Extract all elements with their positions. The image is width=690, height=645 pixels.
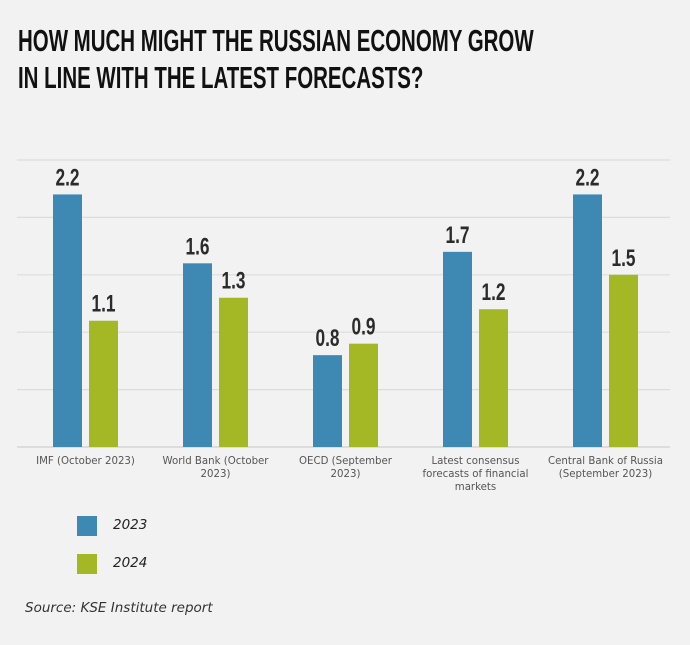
bar-2024-1 — [89, 320, 118, 447]
data-label-2024-4: 1.2 — [481, 280, 505, 306]
bar-2023-3 — [313, 355, 342, 447]
data-label-2024-5: 1.5 — [611, 245, 635, 271]
data-label-2024-2: 1.3 — [221, 268, 245, 294]
data-labels: 2.2 1.1 1.6 1.3 0.8 0.9 1.7 1.2 2.2 1.5 — [55, 165, 635, 352]
legend-swatch-2024 — [77, 554, 97, 574]
category-label-line: World Bank (October — [162, 456, 269, 467]
bar-chart: 2.2 1.1 1.6 1.3 0.8 0.9 1.7 1.2 2.2 1.5 — [17, 159, 670, 448]
category-label-line: markets — [454, 482, 497, 493]
category-label-4: Latest consensus forecasts of financial ma… — [414, 455, 538, 494]
category-label-line: Central Bank of Russia — [548, 456, 663, 467]
bar-2024-4 — [479, 309, 508, 447]
category-label-line: 2023) — [330, 469, 361, 480]
data-label-2024-3: 0.9 — [351, 314, 375, 340]
data-label-2023-4: 1.7 — [445, 222, 469, 248]
data-label-2023-3: 0.8 — [315, 326, 339, 352]
data-label-2023-1: 2.2 — [55, 165, 79, 191]
bar-2023-1 — [53, 194, 82, 447]
category-label-5: Central Bank of Russia (September 2023) — [544, 455, 668, 481]
legend-label-2024: 2024 — [113, 555, 148, 571]
data-label-2023-5: 2.2 — [575, 165, 599, 191]
data-label-2024-1: 1.1 — [91, 291, 115, 317]
bars — [53, 194, 638, 447]
gridlines — [17, 159, 670, 448]
category-label-3: OECD (September 2023) — [284, 455, 408, 481]
bar-2024-2 — [219, 297, 248, 447]
bar-2023-2 — [183, 263, 212, 447]
category-label-line: 2023) — [200, 469, 231, 480]
chart-title-line-2: IN LINE WITH THE LATEST FORECASTS? — [18, 60, 424, 95]
data-label-2023-2: 1.6 — [185, 234, 209, 260]
bar-2024-5 — [609, 274, 638, 447]
category-label-line: Latest consensus — [431, 456, 520, 467]
category-label-1: IMF (October 2023) — [24, 455, 148, 468]
category-label-line: IMF (October 2023) — [36, 456, 135, 467]
chart-title: HOW MUCH MIGHT THE RUSSIAN ECONOMY GROW … — [18, 22, 534, 96]
category-label-line: (September 2023) — [558, 469, 653, 480]
chart-title-line-1: HOW MUCH MIGHT THE RUSSIAN ECONOMY GROW — [18, 23, 534, 58]
legend-swatch-2023 — [77, 516, 97, 536]
source-note: Source: KSE Institute report — [25, 600, 213, 616]
legend-label-2023: 2023 — [113, 517, 148, 533]
bar-2023-5 — [573, 194, 602, 447]
bar-2023-4 — [443, 251, 472, 447]
category-label-line: OECD (September — [299, 456, 392, 467]
bar-2024-3 — [349, 343, 378, 447]
category-label-2: World Bank (October 2023) — [154, 455, 278, 481]
category-label-line: forecasts of financial — [422, 469, 529, 480]
